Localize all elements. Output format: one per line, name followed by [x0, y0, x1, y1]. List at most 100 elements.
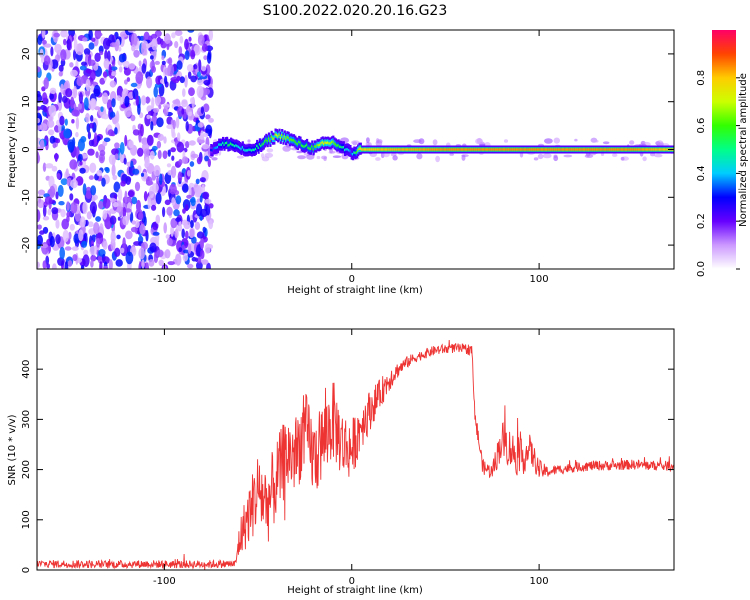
noise-blob	[174, 228, 179, 239]
noise-blob	[147, 196, 152, 210]
x-tick-label: 0	[349, 576, 355, 587]
noise-blob	[91, 98, 97, 109]
noise-blob	[125, 251, 134, 265]
noise-blob	[99, 261, 103, 269]
noise-blob	[64, 261, 69, 269]
ridge-core	[567, 148, 570, 151]
noise-blob	[66, 201, 70, 211]
noise-blob	[138, 60, 142, 67]
noise-blob	[112, 174, 118, 181]
noise-blob	[175, 217, 182, 222]
noise-blob	[137, 103, 141, 116]
noise-blob	[70, 202, 78, 214]
ridge-core	[222, 141, 225, 145]
ridge-core	[467, 148, 470, 151]
ridge-core	[227, 144, 230, 147]
noise-blob	[65, 168, 69, 178]
ridge-core	[448, 148, 452, 151]
ridge-core	[456, 148, 459, 151]
noise-blob	[71, 119, 75, 124]
noise-blob	[75, 131, 79, 138]
noise-blob	[194, 221, 201, 230]
ridge-core	[366, 148, 369, 151]
ridge-core	[484, 148, 487, 151]
noise-blob	[37, 151, 40, 164]
ridge-core	[388, 148, 391, 151]
ridge-core	[393, 148, 396, 151]
noise-blob	[111, 148, 119, 156]
noise-blob	[102, 71, 108, 78]
sparse-blob	[461, 154, 466, 161]
noise-blob	[163, 222, 167, 234]
noise-blob	[114, 41, 119, 52]
noise-blob	[70, 69, 78, 77]
noise-blob	[177, 171, 183, 182]
noise-blob	[51, 207, 59, 215]
noise-blob	[167, 261, 175, 266]
noise-blob	[83, 97, 89, 111]
ridge-core	[506, 148, 509, 151]
noise-blob	[190, 97, 194, 104]
ridge-core	[224, 141, 227, 145]
ridge-core	[249, 148, 252, 152]
ridge-core	[455, 148, 458, 151]
ridge-core	[239, 146, 242, 150]
ridge-core	[291, 139, 294, 142]
ridge-core	[320, 142, 323, 145]
ridge-core	[501, 148, 504, 151]
ridge-core	[233, 144, 236, 148]
noise-blob	[144, 96, 151, 104]
ridge-core	[235, 144, 238, 147]
noise-blob	[182, 253, 189, 262]
ridge-core	[269, 139, 272, 143]
ridge-core	[317, 144, 320, 147]
snr-line	[37, 339, 674, 570]
noise-blob	[202, 132, 209, 138]
ridge-core	[231, 143, 234, 146]
ridge-core	[323, 142, 326, 145]
noise-blob	[185, 230, 189, 240]
y-tick-label: 300	[21, 410, 32, 429]
noise-blob	[185, 121, 189, 132]
ridge-core	[309, 147, 313, 150]
ridge-core	[271, 137, 275, 140]
noise-blob	[166, 237, 173, 246]
ridge-core	[332, 140, 335, 143]
noise-blob	[184, 38, 189, 50]
ridge-core	[413, 148, 416, 151]
sparse-blob	[432, 139, 438, 146]
ridge-core	[287, 136, 290, 139]
ridge-core	[253, 148, 256, 152]
ridge-core	[341, 146, 344, 149]
noise-blob	[93, 88, 100, 95]
ridge-core	[261, 143, 264, 146]
ridge-core	[334, 143, 337, 146]
ridge-core	[614, 148, 617, 151]
ridge-core	[502, 148, 505, 151]
ridge-core	[409, 148, 412, 151]
noise-blob	[102, 240, 108, 250]
sparse-blob	[642, 156, 647, 162]
noise-blob	[66, 215, 70, 223]
sparse-blob	[282, 145, 292, 152]
noise-blob	[96, 238, 101, 248]
ridge-core	[298, 140, 301, 144]
ridge-core	[328, 142, 331, 145]
noise-blob	[89, 201, 97, 214]
noise-blob	[153, 165, 161, 177]
noise-blob	[157, 133, 164, 141]
ridge-core	[383, 148, 386, 151]
ridge-core	[515, 148, 518, 151]
ridge-core	[612, 148, 616, 151]
noise-blob	[170, 147, 177, 153]
noise-blob	[55, 191, 59, 200]
ridge-core	[591, 148, 595, 151]
noise-blob	[132, 129, 140, 136]
ridge-core	[522, 148, 525, 151]
noise-blob	[58, 71, 63, 77]
noise-blob	[131, 220, 136, 225]
x-tick-label: 100	[530, 274, 549, 285]
noise-blob	[114, 153, 119, 160]
noise-blob	[125, 176, 131, 185]
noise-blob	[70, 179, 78, 189]
